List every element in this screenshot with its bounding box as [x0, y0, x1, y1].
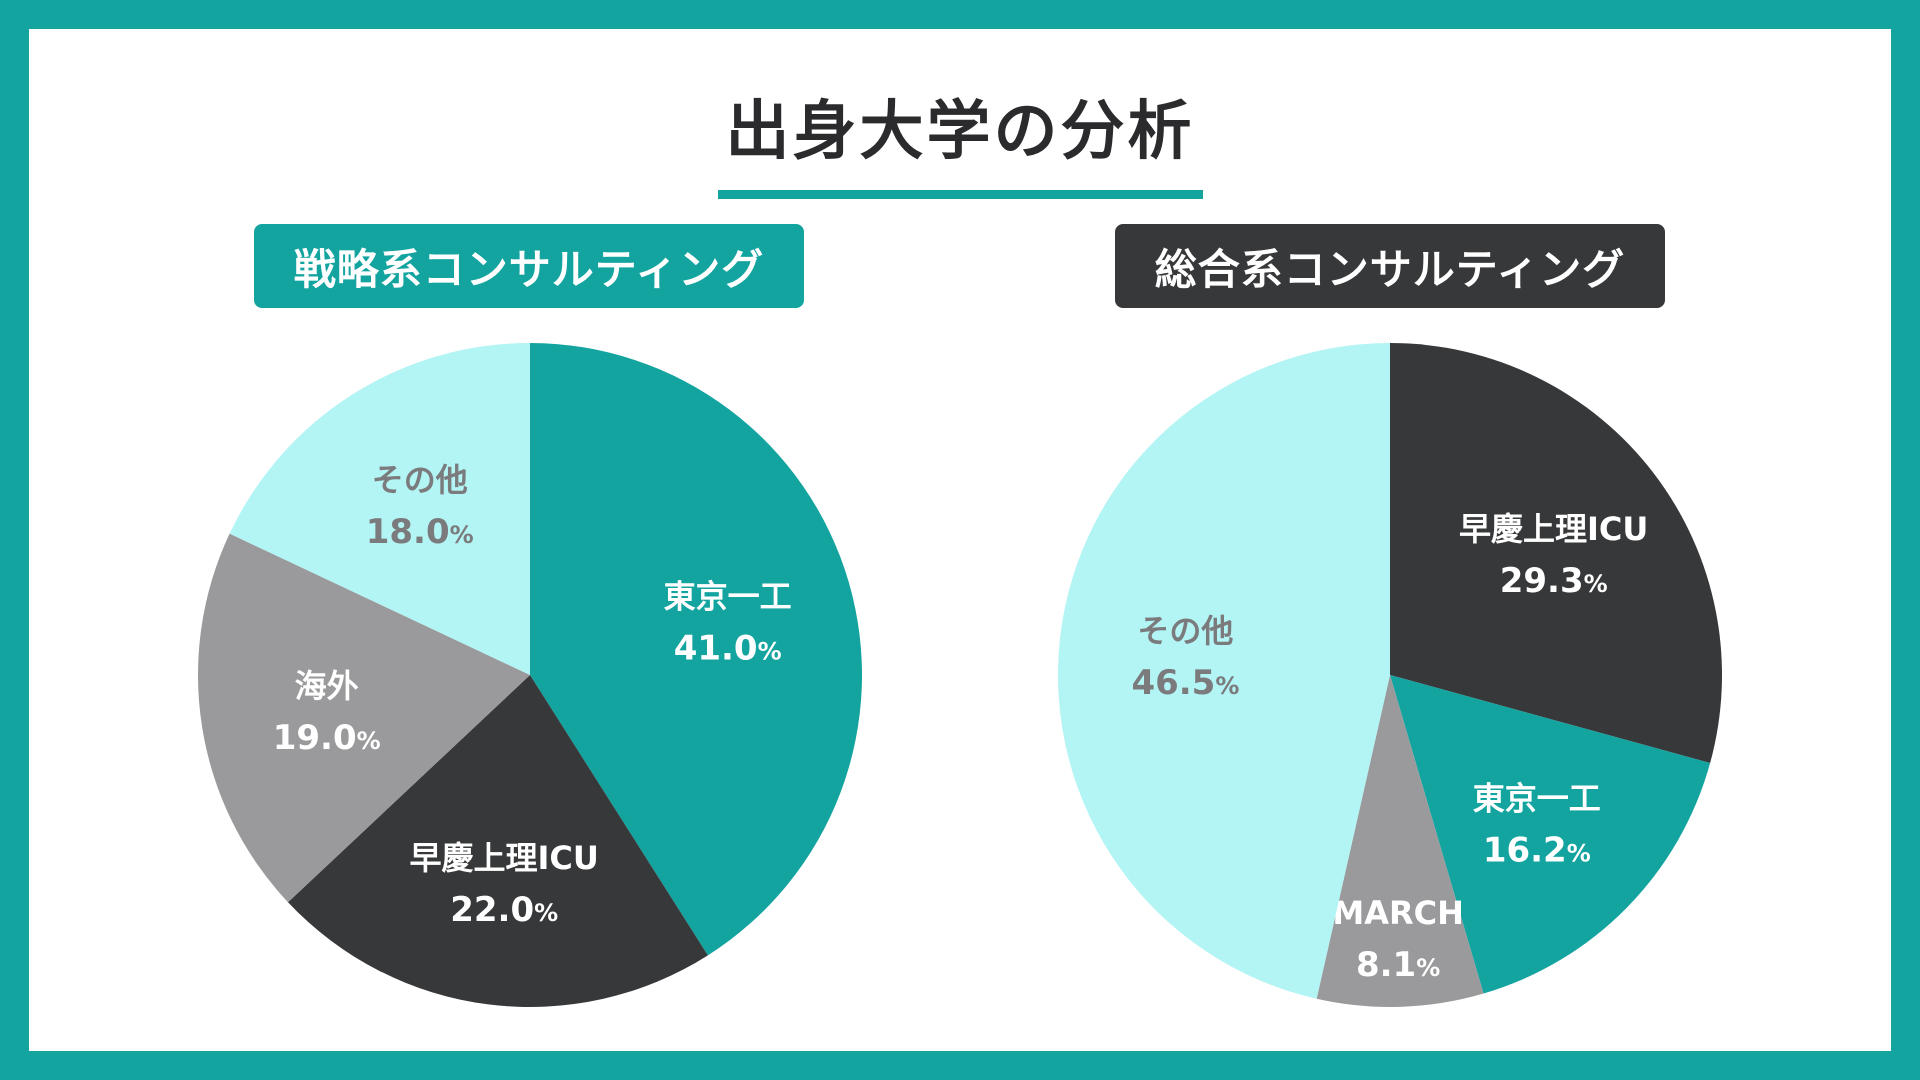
pie-slice: [287, 675, 708, 1007]
slice-value-label: 41.0%: [674, 629, 782, 669]
pie-slice: [198, 533, 530, 903]
slice-label: その他: [1137, 612, 1233, 650]
slice-label: 東京一工: [664, 578, 792, 616]
slice-label: 早慶上理ICU: [1459, 510, 1648, 548]
pie-slice: [1058, 343, 1390, 999]
chart-title-general: 総合系コンサルティング: [1115, 224, 1665, 308]
page-title: 出身大学の分析: [717, 80, 1203, 199]
page-title-wrap: 出身大学の分析: [0, 80, 1920, 199]
slice-label: 東京一工: [1473, 779, 1601, 817]
pie-slice: [1316, 675, 1484, 1008]
pie-slice: [229, 343, 530, 675]
slice-value-label: 16.2%: [1483, 830, 1591, 870]
chart-title-strategy: 戦略系コンサルティング: [254, 224, 804, 308]
pie-slice: [1390, 675, 1711, 994]
slice-label: その他: [372, 461, 468, 499]
pie-slice: [530, 343, 863, 956]
slice-label: 海外: [295, 667, 359, 705]
slice-label: 早慶上理ICU: [410, 839, 599, 877]
slice-label: MARCH: [1332, 894, 1464, 932]
pie-slice: [1390, 343, 1722, 764]
